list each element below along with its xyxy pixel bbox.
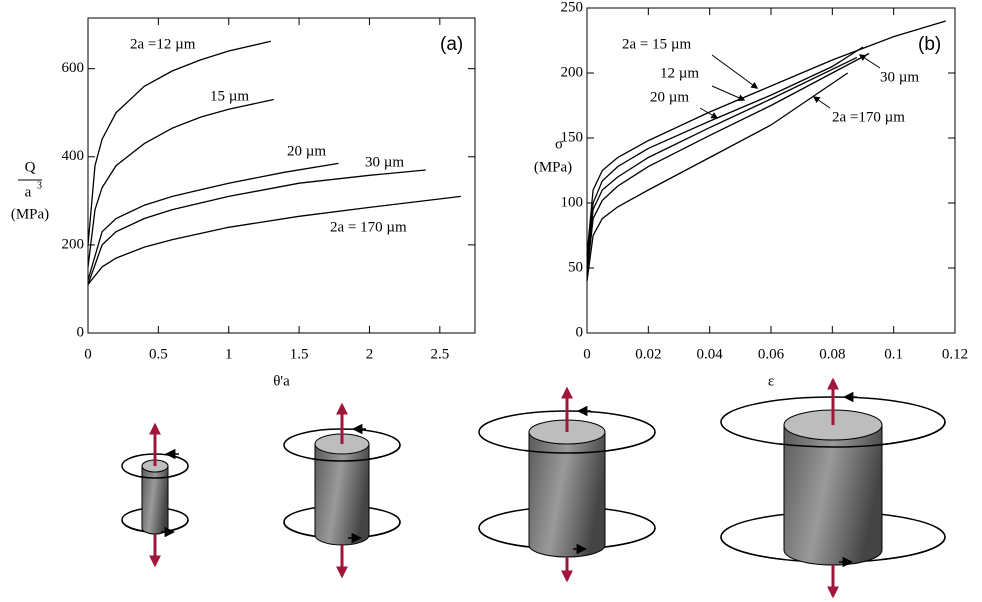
x-tick-label: 2.5 xyxy=(430,346,449,362)
cylinder-illustration xyxy=(478,386,656,583)
cylinder-illustration xyxy=(283,402,401,579)
y-tick-label: 600 xyxy=(62,60,85,76)
y-tick-label: 0 xyxy=(576,324,584,340)
x-tick-label: 0 xyxy=(84,346,92,362)
y-axis-label: (MPa) xyxy=(11,206,49,222)
y-tick-label: 0 xyxy=(77,324,85,340)
y-tick-label: 100 xyxy=(561,194,584,210)
y-tick-label: 200 xyxy=(561,64,584,80)
orbit-front xyxy=(283,521,316,538)
data-line xyxy=(87,98,274,267)
x-tick-label: 0.5 xyxy=(149,346,168,362)
label-arrow xyxy=(711,85,746,101)
plot-frame xyxy=(87,17,476,334)
x-tick-label: 0.12 xyxy=(942,346,968,362)
x-tick-label: 1 xyxy=(225,346,233,362)
data-line xyxy=(586,46,864,262)
curve-label: 2a = 15 µm xyxy=(622,36,692,52)
orbit-front xyxy=(881,536,946,561)
orbit-front xyxy=(167,519,189,532)
curve-label: 12 µm xyxy=(660,65,699,81)
y-tick-label: 250 xyxy=(561,0,584,15)
y-axis-label: Q xyxy=(25,159,36,175)
data-line xyxy=(87,195,461,285)
y-tick-label: 400 xyxy=(62,148,85,164)
y-tick-label: 200 xyxy=(62,236,85,252)
orbit-front xyxy=(368,521,401,538)
data-line xyxy=(586,72,849,282)
data-line xyxy=(87,162,339,281)
orbit-front xyxy=(121,465,189,479)
x-tick-label: 0.1 xyxy=(884,346,903,362)
data-line xyxy=(586,56,858,269)
y-axis-label: a xyxy=(25,184,32,200)
panel-label: (a) xyxy=(440,34,463,55)
x-tick-label: 2 xyxy=(366,346,374,362)
data-line xyxy=(586,20,946,256)
orbit-front xyxy=(478,431,656,454)
x-axis-label: θ'a xyxy=(273,373,290,389)
data-line xyxy=(87,169,426,285)
y-axis-label: 3 xyxy=(37,180,42,191)
curve-label: 15 µm xyxy=(210,88,249,104)
cylinder-illustration xyxy=(720,377,946,599)
x-tick-label: 0.02 xyxy=(635,346,661,362)
cylinder-body xyxy=(141,465,169,535)
orbit-front xyxy=(478,527,530,548)
x-axis-label: ε xyxy=(768,373,774,389)
orbit-front xyxy=(720,536,785,561)
x-tick-label: 0 xyxy=(583,346,591,362)
curve-label: 30 µm xyxy=(365,154,404,170)
x-tick-label: 0.06 xyxy=(758,346,785,362)
x-tick-label: 1.5 xyxy=(290,346,309,362)
data-line xyxy=(586,52,870,275)
y-axis-label: (MPa) xyxy=(534,159,572,175)
curve-label: 2a = 170 µm xyxy=(330,219,407,235)
cylinder-body xyxy=(528,431,606,558)
label-arrow xyxy=(812,96,831,109)
y-axis-label: σ xyxy=(555,136,563,152)
x-tick-label: 0.04 xyxy=(697,346,724,362)
cylinder-body xyxy=(314,443,370,546)
orbit-front xyxy=(283,444,401,462)
orbit-front xyxy=(604,527,656,548)
orbit-front xyxy=(720,421,946,448)
orbit-front xyxy=(121,519,143,532)
cylinder-illustration xyxy=(121,422,189,568)
label-arrow xyxy=(711,54,759,89)
data-line xyxy=(87,40,272,245)
curve-label: 30 µm xyxy=(880,69,919,85)
y-tick-label: 150 xyxy=(561,129,584,145)
curve-label: 20 µm xyxy=(287,143,326,159)
curve-label: 20 µm xyxy=(650,89,689,105)
cylinder-body xyxy=(783,424,883,566)
x-tick-label: 0.08 xyxy=(819,346,845,362)
curve-label: 2a =12 µm xyxy=(130,36,196,52)
y-tick-label: 50 xyxy=(568,259,583,275)
panel-label: (b) xyxy=(918,34,941,55)
curve-label: 2a =170 µm xyxy=(832,109,905,125)
